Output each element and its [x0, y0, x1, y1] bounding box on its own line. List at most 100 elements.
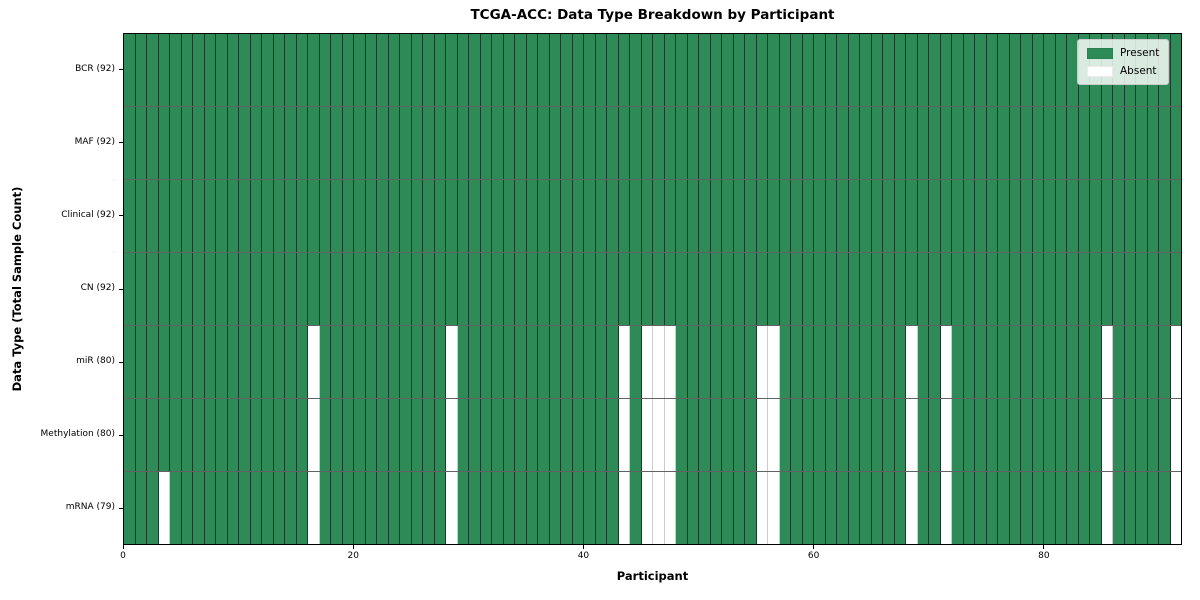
heatmap-cell — [308, 326, 320, 398]
heatmap-cell — [1147, 472, 1159, 544]
y-tick-label-CN: CN (92) — [80, 283, 115, 293]
heatmap-cell — [975, 253, 987, 325]
heatmap-cell — [308, 253, 320, 325]
heatmap-cell — [929, 253, 941, 325]
heatmap-cell — [526, 34, 538, 106]
heatmap-cell — [457, 34, 469, 106]
heatmap-cell — [745, 326, 757, 398]
heatmap-cell — [135, 253, 147, 325]
x-tick-label: 20 — [347, 551, 359, 561]
heatmap-cell — [733, 34, 745, 106]
heatmap-cell — [124, 253, 136, 325]
heatmap-cell — [216, 472, 228, 544]
heatmap-cell — [158, 180, 170, 252]
heatmap-cell — [354, 34, 366, 106]
heatmap-cell — [906, 326, 918, 398]
heatmap-cell — [227, 107, 239, 179]
heatmap-cell — [227, 472, 239, 544]
heatmap-cell — [319, 107, 331, 179]
heatmap-cell — [457, 253, 469, 325]
heatmap-cell — [365, 326, 377, 398]
heatmap-cell — [147, 180, 159, 252]
heatmap-cell — [917, 399, 929, 471]
heatmap-cell — [526, 472, 538, 544]
heatmap-cell — [641, 326, 653, 398]
heatmap-cell — [319, 399, 331, 471]
heatmap-cell — [1113, 399, 1125, 471]
heatmap-cell — [204, 34, 216, 106]
heatmap-cell — [848, 180, 860, 252]
heatmap-cell — [883, 326, 895, 398]
heatmap-cell — [906, 472, 918, 544]
heatmap-cell — [860, 399, 872, 471]
heatmap-cell — [1159, 180, 1171, 252]
heatmap-cell — [607, 399, 619, 471]
x-tick-mark — [813, 545, 815, 549]
heatmap-cell — [285, 399, 297, 471]
heatmap-cell — [779, 472, 791, 544]
heatmap-cell — [434, 107, 446, 179]
heatmap-cell — [446, 34, 458, 106]
heatmap-cell — [158, 253, 170, 325]
heatmap-cell — [687, 107, 699, 179]
heatmap-cell — [400, 326, 412, 398]
heatmap-cell — [860, 107, 872, 179]
heatmap-cell — [894, 472, 906, 544]
heatmap-cell — [814, 107, 826, 179]
heatmap-cell — [124, 107, 136, 179]
heatmap-cell — [469, 34, 481, 106]
heatmap-cell — [400, 107, 412, 179]
heatmap-cell — [388, 180, 400, 252]
heatmap-cell — [296, 253, 308, 325]
heatmap-cell — [400, 180, 412, 252]
heatmap-cell — [227, 34, 239, 106]
heatmap-cell — [1113, 107, 1125, 179]
heatmap-cell — [802, 34, 814, 106]
heatmap-cell — [1090, 472, 1102, 544]
heatmap-cell — [342, 107, 354, 179]
heatmap-cell — [722, 180, 734, 252]
heatmap-cell — [250, 399, 262, 471]
heatmap-cell — [239, 180, 251, 252]
heatmap-cell — [446, 107, 458, 179]
heatmap-cell — [756, 34, 768, 106]
heatmap-cell — [423, 107, 435, 179]
heatmap-cell — [1078, 107, 1090, 179]
heatmap-cell — [768, 253, 780, 325]
heatmap-cell — [549, 34, 561, 106]
heatmap-cell — [825, 107, 837, 179]
heatmap-cell — [975, 472, 987, 544]
heatmap-cell — [940, 34, 952, 106]
heatmap-cell — [745, 180, 757, 252]
heatmap-cell — [699, 34, 711, 106]
heatmap-cell — [250, 180, 262, 252]
heatmap-cell — [607, 253, 619, 325]
heatmap-cell — [710, 472, 722, 544]
heatmap-cell — [239, 107, 251, 179]
heatmap-cell — [388, 472, 400, 544]
heatmap-cell — [1044, 180, 1056, 252]
heatmap-cell — [181, 472, 193, 544]
heatmap-cell — [963, 180, 975, 252]
heatmap-cell — [802, 399, 814, 471]
heatmap-cell — [1055, 326, 1067, 398]
heatmap-cell — [998, 399, 1010, 471]
heatmap-cell — [595, 399, 607, 471]
heatmap-cell — [860, 472, 872, 544]
heatmap-cell — [400, 472, 412, 544]
heatmap-cell — [147, 326, 159, 398]
heatmap-cell — [457, 399, 469, 471]
heatmap-cell — [193, 34, 205, 106]
heatmap-cell — [354, 326, 366, 398]
heatmap-cell — [572, 107, 584, 179]
heatmap-cell — [538, 399, 550, 471]
heatmap-cell — [342, 34, 354, 106]
heatmap-cell — [1044, 253, 1056, 325]
heatmap-cell — [193, 326, 205, 398]
heatmap-cell — [906, 107, 918, 179]
heatmap-cell — [262, 399, 274, 471]
heatmap-cell — [883, 180, 895, 252]
heatmap-cell — [480, 399, 492, 471]
heatmap-cell — [940, 326, 952, 398]
heatmap-cell — [986, 180, 998, 252]
